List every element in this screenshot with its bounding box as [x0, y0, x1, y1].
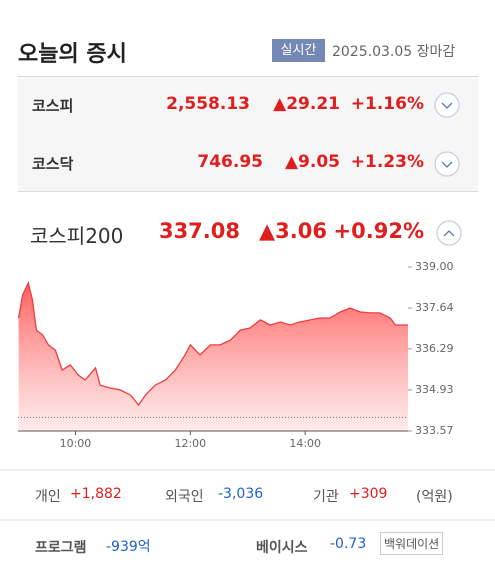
investor-label: 개인	[35, 489, 61, 505]
index-rate: +1.23%	[350, 152, 424, 172]
title: 오늘의 증시	[18, 42, 127, 67]
unit: (억원)	[416, 489, 453, 505]
index-change: ▲9.05	[284, 152, 340, 172]
investor-value: +309	[349, 486, 388, 502]
index-value: 337.08	[158, 219, 240, 243]
investor-value: -3,036	[218, 486, 264, 502]
index-change: ▲29.21	[273, 94, 340, 114]
program-value: -939억	[106, 539, 151, 555]
basis-value: -0.73	[330, 536, 367, 552]
index-rate: +1.16%	[350, 94, 424, 114]
index-name: 코스피	[32, 97, 74, 115]
program-label: 프로그램	[35, 540, 87, 556]
index-rate: +0.92%	[333, 219, 424, 243]
x-tick-label: 14:00	[289, 437, 321, 450]
y-tick-label: 334.93	[415, 383, 454, 396]
index-value: 746.95	[197, 152, 263, 172]
y-tick-label: 333.57	[415, 424, 454, 437]
investor-label: 외국인	[165, 489, 204, 505]
badge: 실시간	[272, 39, 325, 62]
x-tick-label: 10:00	[60, 437, 92, 450]
basis-label: 베이시스	[256, 540, 308, 556]
y-tick-label: 337.64	[415, 301, 454, 314]
index-row[interactable]	[18, 133, 478, 192]
line	[17, 281, 408, 407]
index-value: 2,558.13	[166, 94, 250, 114]
index-row[interactable]	[18, 76, 478, 134]
investor-value: +1,882	[70, 486, 122, 502]
investor-label: 기관	[313, 489, 339, 505]
y-tick-label: 336.29	[415, 342, 454, 355]
index-change: ▲3.06	[259, 219, 327, 243]
index-name: 코스피200	[30, 224, 124, 248]
basis-status: 백워데이션	[380, 532, 444, 555]
date: 2025.03.05 장마감	[332, 44, 456, 60]
x-tick-label: 12:00	[174, 437, 206, 450]
toggle-buttons[interactable]	[434, 92, 462, 246]
index-name: 코스닥	[32, 155, 74, 173]
y-tick-label: 339.00	[415, 260, 454, 273]
area	[18, 283, 409, 431]
